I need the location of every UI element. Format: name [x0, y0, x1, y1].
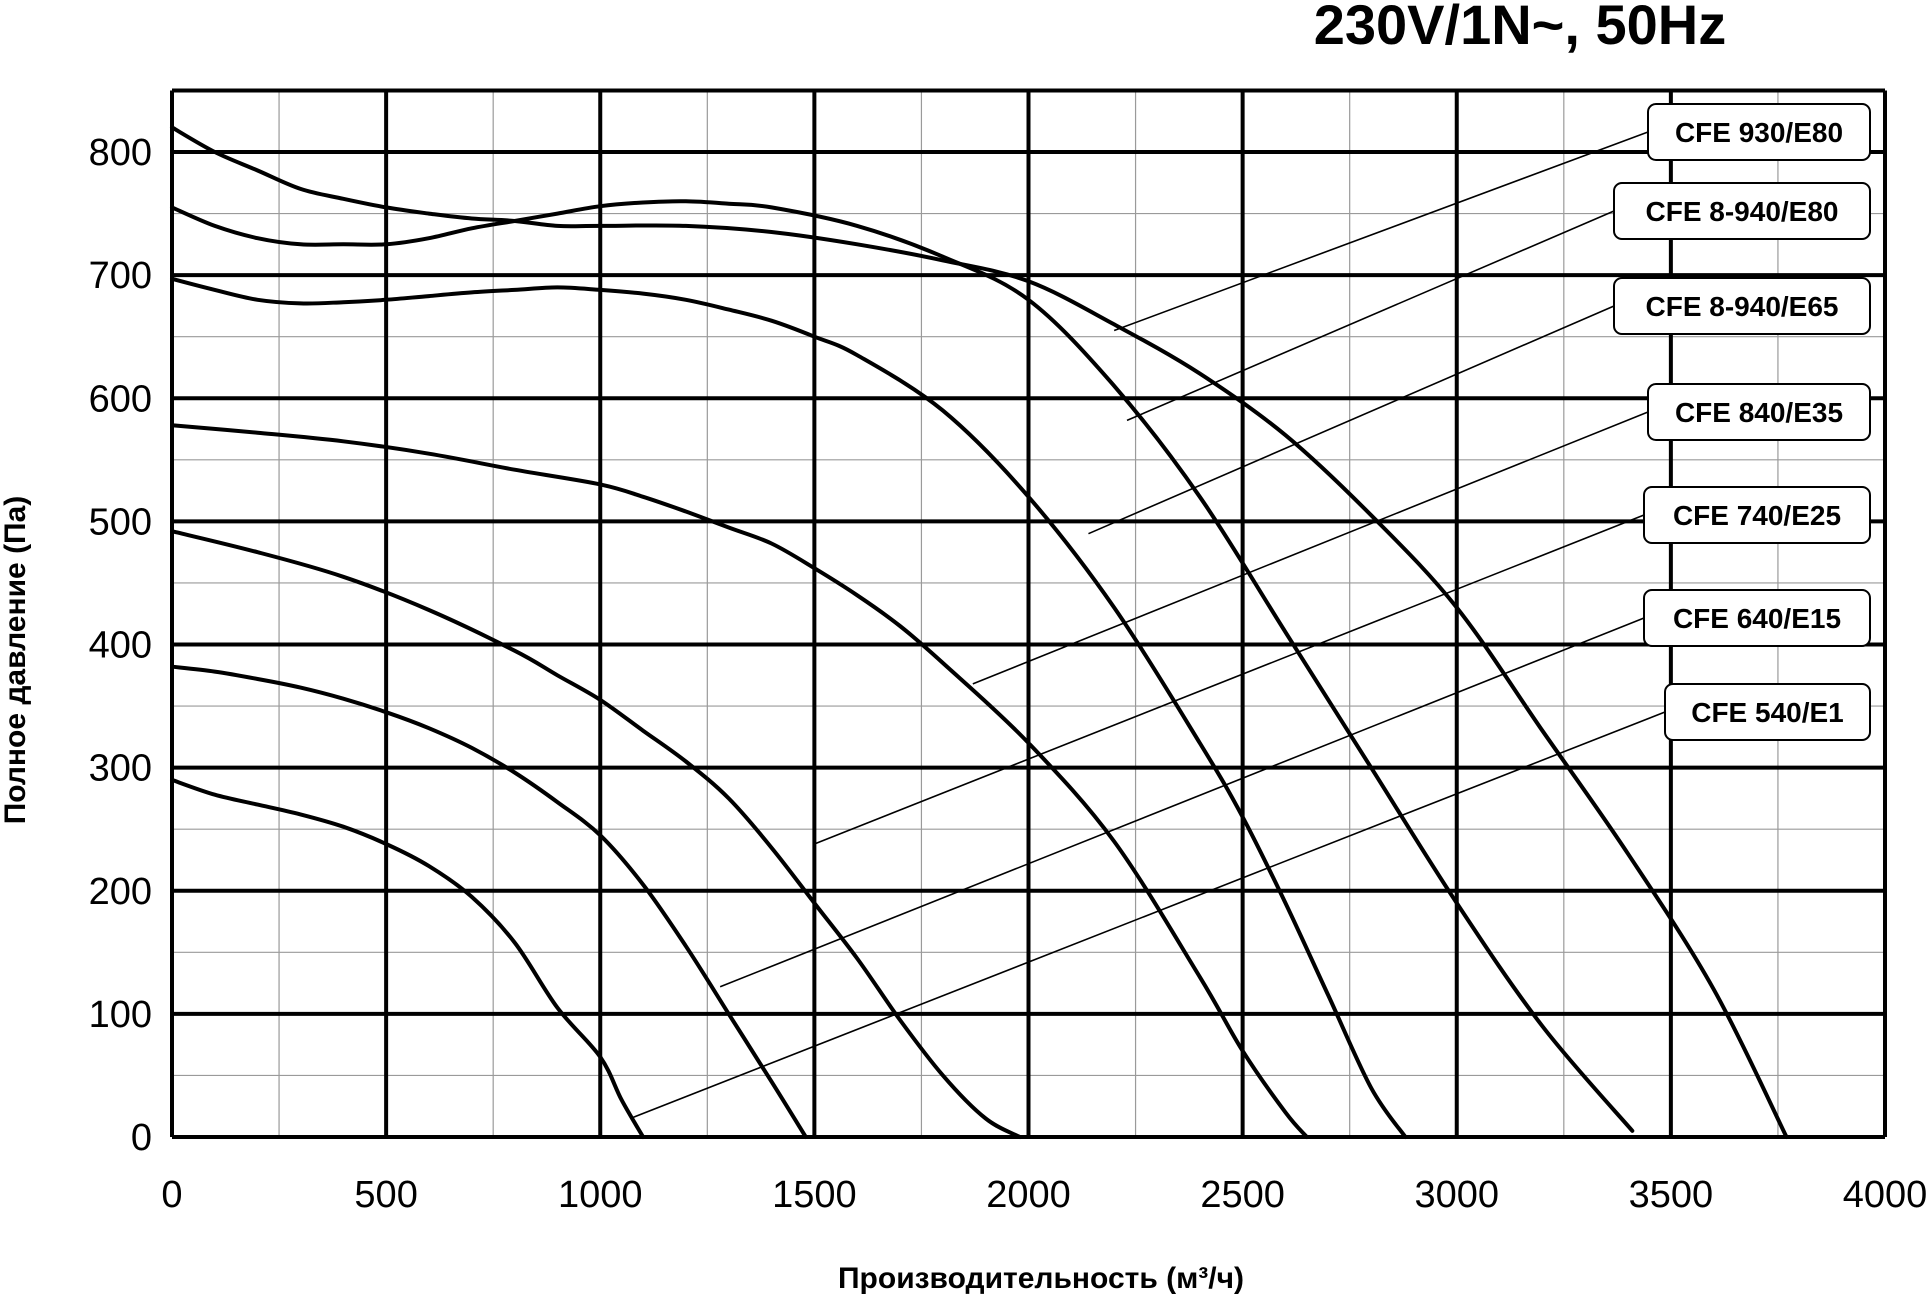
x-axis-title: Производительность (м³/ч) [838, 1262, 1244, 1295]
callout-box [1613, 277, 1871, 335]
major-grid [170, 88, 1887, 1139]
x-tick-label: 3500 [1629, 1174, 1714, 1216]
y-tick-label: 700 [89, 255, 152, 297]
x-tick-label: 0 [161, 1174, 182, 1216]
callout-box [1613, 182, 1871, 240]
callout-labels: CFE 930/E80 CFE 8-940/E80 CFE 8-940/E65 CFE… [1613, 103, 1871, 741]
leader-line [972, 411, 1649, 685]
series-line [170, 529, 1022, 1139]
callout-label: CFE 740/E25 [1673, 500, 1841, 531]
x-tick-label: 2500 [1200, 1174, 1285, 1216]
y-tick-label: 800 [89, 132, 152, 174]
callout-box [1643, 486, 1871, 544]
series-line [170, 423, 1309, 1139]
callout-label: CFE 8-940/E65 [1646, 291, 1839, 322]
y-axis-title: Полное давление (Па) [0, 496, 32, 825]
leader-line [719, 617, 1645, 988]
x-tick-label: 3000 [1414, 1174, 1499, 1216]
leader-line [1113, 131, 1649, 332]
callout-box [1664, 683, 1871, 741]
callout-box [1643, 589, 1871, 647]
series-line [170, 664, 808, 1139]
leader-line [814, 514, 1645, 845]
series-line [170, 777, 646, 1139]
leader-line [1088, 305, 1615, 535]
y-tick-label: 300 [89, 748, 152, 790]
x-tick-label: 2000 [986, 1174, 1071, 1216]
callout-box [1647, 103, 1871, 161]
y-tick-label: 600 [89, 378, 152, 420]
y-tick-label: 400 [89, 625, 152, 667]
callout-label: CFE 8-940/E80 [1646, 196, 1839, 227]
x-tick-label: 500 [354, 1174, 417, 1216]
x-tick-label: 4000 [1843, 1174, 1928, 1216]
leader-line [629, 711, 1666, 1120]
leader-lines [629, 131, 1666, 1120]
callout-box [1647, 383, 1871, 441]
y-tick-label: 500 [89, 501, 152, 543]
leader-line [1126, 210, 1615, 422]
x-tick-label: 1500 [772, 1174, 857, 1216]
y-tick-label: 100 [89, 994, 152, 1036]
x-tick-label: 1000 [558, 1174, 643, 1216]
callout-label: CFE 840/E35 [1675, 397, 1843, 428]
callout-label: CFE 640/E15 [1673, 603, 1841, 634]
series-line [170, 276, 1408, 1139]
y-tick-label: 200 [89, 871, 152, 913]
callout-label: CFE 930/E80 [1675, 117, 1843, 148]
callout-label: CFE 540/E1 [1691, 697, 1844, 728]
curves [170, 125, 1789, 1139]
tick-labels: 0 500 1000 1500 2000 2500 3000 3500 4000 0 100 200 3… [89, 132, 1928, 1216]
series-line [170, 125, 1789, 1139]
series-line [170, 199, 1635, 1133]
chart-title: 230V/1N~, 50Hz [1314, 0, 1726, 56]
y-tick-label: 0 [131, 1117, 152, 1159]
